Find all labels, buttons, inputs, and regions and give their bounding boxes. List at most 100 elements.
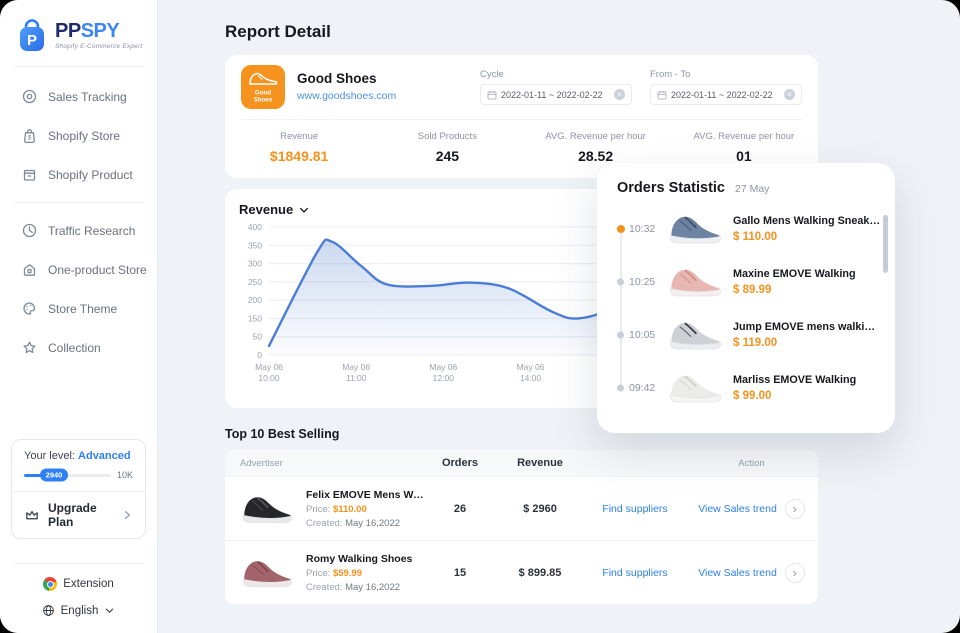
clear-icon[interactable]: × xyxy=(784,89,795,100)
sidebar-item-sales-tracking[interactable]: Sales Tracking xyxy=(0,77,157,116)
created-label: Created: xyxy=(306,517,343,529)
created-date: May 16,2022 xyxy=(345,517,401,529)
cycle-date-value: 2022-01-11 ~ 2022-02-22 xyxy=(501,89,603,100)
cycle-date-range-input[interactable]: 2022-01-11 ~ 2022-02-22 × xyxy=(480,84,632,105)
order-item[interactable]: 09:42 Marliss EMOVE Walking $ 99.00 xyxy=(617,361,881,414)
order-time: 10:25 xyxy=(629,275,656,288)
chevron-down-icon xyxy=(106,608,114,613)
timeline-dot xyxy=(617,384,624,391)
svg-text:May 06: May 06 xyxy=(517,362,545,372)
product-price: $ 119.00 xyxy=(733,336,778,349)
logo[interactable]: P PPSPY Shopify E-Commerce Expert xyxy=(0,0,157,66)
shop-bag-icon: $ xyxy=(24,129,35,144)
column-action: Action xyxy=(738,457,765,469)
store-url-link[interactable]: www.goodshoes.com xyxy=(297,89,397,102)
chevron-right-button[interactable]: › xyxy=(784,562,805,583)
sidebar-item-shopify-store[interactable]: $ Shopify Store xyxy=(0,116,157,155)
sidebar-item-label: Shopify Product xyxy=(48,167,133,182)
store-logo[interactable]: Good Shoes xyxy=(241,65,285,109)
progress-fill xyxy=(24,473,45,477)
order-time: 09:42 xyxy=(629,381,656,394)
chevron-down-icon xyxy=(300,207,309,213)
sidebar-item-one-product-store[interactable]: One-product Store xyxy=(0,250,157,289)
table-body: Felix EMOVE Mens Walking Sneakers Price:… xyxy=(225,476,818,604)
svg-text:May 06: May 06 xyxy=(429,362,457,372)
svg-text:$: $ xyxy=(28,135,32,142)
sidebar-item-shopify-product[interactable]: Shopify Product xyxy=(0,155,157,194)
find-suppliers-link[interactable]: Find suppliers xyxy=(602,502,668,515)
view-sales-trend-link[interactable]: View Sales trend xyxy=(698,502,777,515)
product-price: $ 89.99 xyxy=(733,283,772,296)
page-title: Report Detail xyxy=(225,22,331,41)
chart-title: Revenue xyxy=(239,202,294,217)
svg-text:200: 200 xyxy=(248,295,262,305)
upgrade-plan-button[interactable]: Upgrade Plan xyxy=(12,492,145,538)
svg-text:May 06: May 06 xyxy=(255,362,283,372)
svg-text:350: 350 xyxy=(248,240,262,250)
store-name: Good Shoes xyxy=(297,70,377,86)
store-logo-text: Good Shoes xyxy=(254,90,273,104)
level-card: Your level: Advanced 2940 10K Upgrade Pl… xyxy=(11,439,146,539)
language-selector[interactable]: English xyxy=(42,604,116,617)
sidebar-item-label: One-product Store xyxy=(48,262,147,277)
scrollbar-thumb[interactable] xyxy=(883,215,888,273)
column-advertiser: Advertiser xyxy=(240,457,283,469)
divider xyxy=(14,563,143,564)
sidebar: P PPSPY Shopify E-Commerce Expert Sales … xyxy=(0,0,158,633)
palette-icon xyxy=(23,302,36,315)
divider xyxy=(14,202,143,203)
order-item[interactable]: 10:25 Maxine EMOVE Walking $ 89.99 xyxy=(617,255,881,335)
view-sales-trend-link[interactable]: View Sales trend xyxy=(698,566,777,579)
target-icon xyxy=(22,89,37,104)
sidebar-nav: Sales Tracking $ Shopify Store Shopify P… xyxy=(0,67,157,367)
from-to-field: From - To 2022-01-11 ~ 2022-02-22 × xyxy=(650,69,802,105)
progress-track: 2940 xyxy=(24,468,111,482)
sidebar-item-collection[interactable]: Collection xyxy=(0,328,157,367)
sidebar-item-label: Store Theme xyxy=(48,301,118,316)
timeline-dot xyxy=(617,278,624,285)
find-suppliers-link[interactable]: Find suppliers xyxy=(602,566,668,579)
svg-text:150: 150 xyxy=(248,313,262,323)
product-image xyxy=(240,554,294,592)
product-name: Felix EMOVE Mens Walking Sneakers xyxy=(306,488,425,501)
svg-text:11:00: 11:00 xyxy=(346,373,367,383)
order-item[interactable]: 10:05 Jump EMOVE mens walking s... $ 119… xyxy=(617,308,881,388)
house-icon xyxy=(23,264,36,276)
stats-row: Revenue $1849.81 Sold Products 245 AVG. … xyxy=(225,120,818,178)
svg-text:250: 250 xyxy=(248,277,262,287)
clear-icon[interactable]: × xyxy=(614,89,625,100)
column-orders: Orders xyxy=(441,457,479,469)
product-name: Gallo Mens Walking Sneakers... xyxy=(733,214,881,227)
product-price: $ 99.00 xyxy=(733,389,772,402)
extension-button[interactable]: Extension xyxy=(43,577,114,591)
order-item[interactable]: 10:32 Gallo Mens Walking Sneakers... $ 1… xyxy=(616,202,881,282)
cycle-field: Cycle 2022-01-11 ~ 2022-02-22 × xyxy=(480,69,632,105)
best-selling-title: Top 10 Best Selling xyxy=(225,427,340,441)
product-image xyxy=(667,262,723,302)
product-name: Jump EMOVE mens walking s... xyxy=(733,320,881,333)
from-to-date-value: 2022-01-11 ~ 2022-02-22 xyxy=(671,89,773,100)
orders-count: 26 xyxy=(453,502,467,515)
svg-text:May 06: May 06 xyxy=(342,362,370,372)
from-to-date-range-input[interactable]: 2022-01-11 ~ 2022-02-22 × xyxy=(650,84,802,105)
created-date: May 16,2022 xyxy=(345,581,401,593)
table-row: Romy Walking Shoes Price: $59.99 Created… xyxy=(225,540,818,604)
revenue-metric-dropdown[interactable]: Revenue xyxy=(239,202,310,217)
progress-badge: 2940 xyxy=(39,468,69,482)
product-name: Romy Walking Shoes xyxy=(306,552,413,565)
crown-icon xyxy=(26,510,38,520)
sidebar-item-store-theme[interactable]: Store Theme xyxy=(0,289,157,328)
product-image xyxy=(667,209,723,249)
svg-text:Shoes: Shoes xyxy=(254,97,273,104)
sidebar-item-traffic-research[interactable]: Traffic Research xyxy=(0,211,157,250)
star-icon xyxy=(23,341,36,354)
product-price: $110.00 xyxy=(332,503,367,515)
sidebar-item-label: Shopify Store xyxy=(48,128,121,143)
chevron-right-button[interactable]: › xyxy=(784,498,805,519)
main-content: Report Detail Good Shoes Good Shoes www.… xyxy=(225,0,818,630)
language-label: English xyxy=(60,604,99,617)
brand-name: PPSPY xyxy=(55,20,120,43)
stat-avg-revenue-per-hour: AVG. Revenue per hour 28.52 xyxy=(545,131,646,164)
svg-text:300: 300 xyxy=(248,259,262,269)
clock-icon xyxy=(22,223,37,238)
